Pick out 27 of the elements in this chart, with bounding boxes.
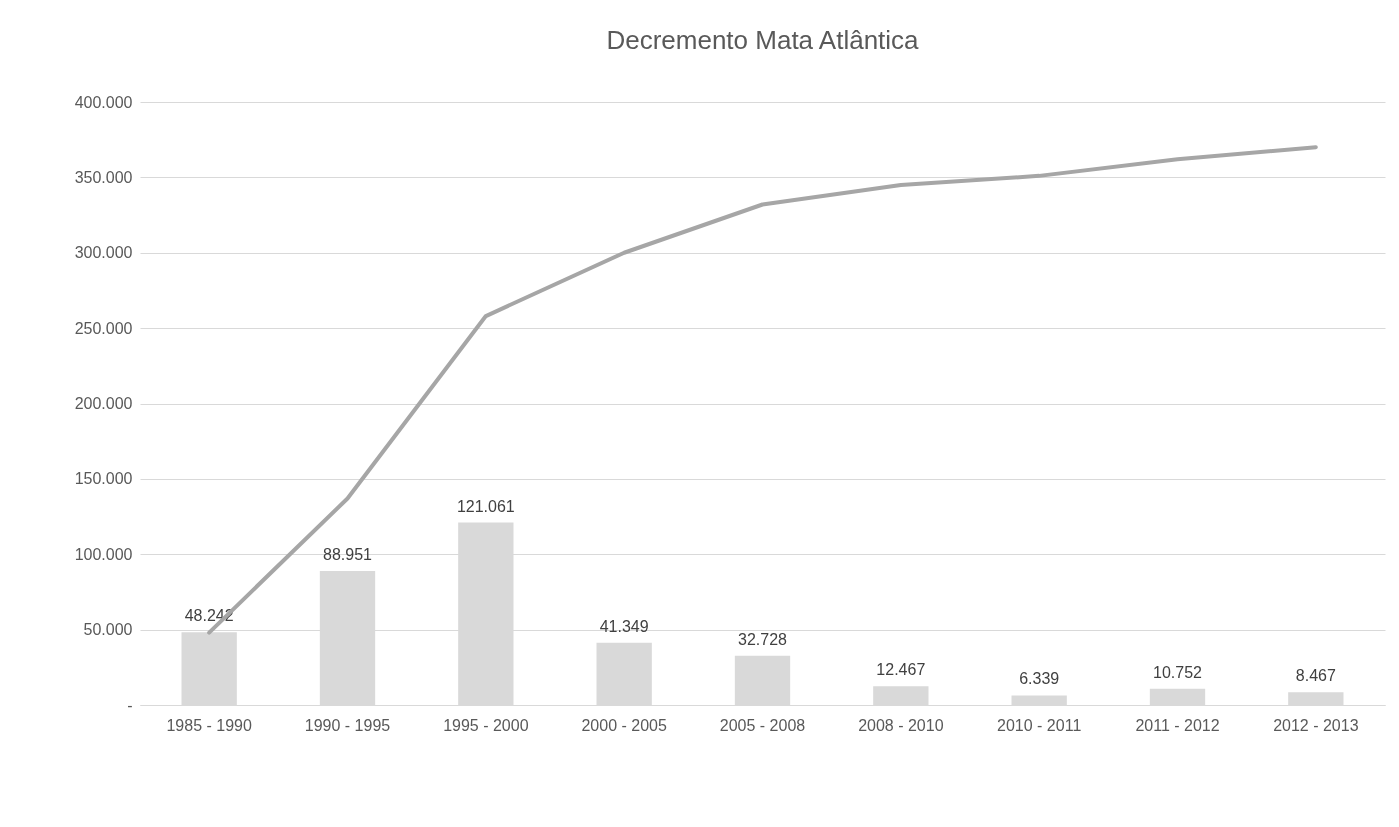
chart-title: Decremento Mata Atlântica: [606, 25, 920, 55]
x-tick-label: 2005 - 2008: [719, 716, 806, 734]
y-tick-label: 300.000: [74, 244, 133, 262]
y-tick-label: 250.000: [74, 319, 133, 337]
x-tick-label: 2012 - 2013: [1273, 716, 1359, 734]
x-tick-label: 2008 - 2010: [858, 716, 944, 734]
data-label: 41.349: [599, 617, 649, 635]
data-label: 121.061: [456, 497, 515, 515]
x-tick-label: 2010 - 2011: [997, 716, 1082, 734]
data-label: 6.339: [1019, 670, 1060, 688]
y-tick-label: 100.000: [74, 545, 133, 563]
y-tick-label: -: [127, 696, 133, 714]
data-label: 10.752: [1153, 663, 1203, 681]
data-label: 88.951: [323, 545, 373, 563]
y-tick-label: 350.000: [74, 168, 133, 186]
x-tick-label: 2011 - 2012: [1135, 716, 1220, 734]
y-tick-label: 50.000: [83, 621, 133, 639]
y-tick-label: 150.000: [74, 470, 133, 488]
y-tick-label: 400.000: [74, 93, 133, 111]
x-tick-label: 1985 - 1990: [166, 716, 252, 734]
data-label: 12.467: [876, 661, 926, 679]
data-label: 8.467: [1295, 667, 1336, 685]
y-tick-label: 200.000: [74, 395, 133, 412]
data-label: 32.728: [738, 630, 788, 648]
x-tick-label: 2000 - 2005: [581, 716, 667, 734]
x-tick-label: 1990 - 1995: [304, 716, 391, 734]
x-tick-label: 1995 - 2000: [443, 716, 529, 734]
